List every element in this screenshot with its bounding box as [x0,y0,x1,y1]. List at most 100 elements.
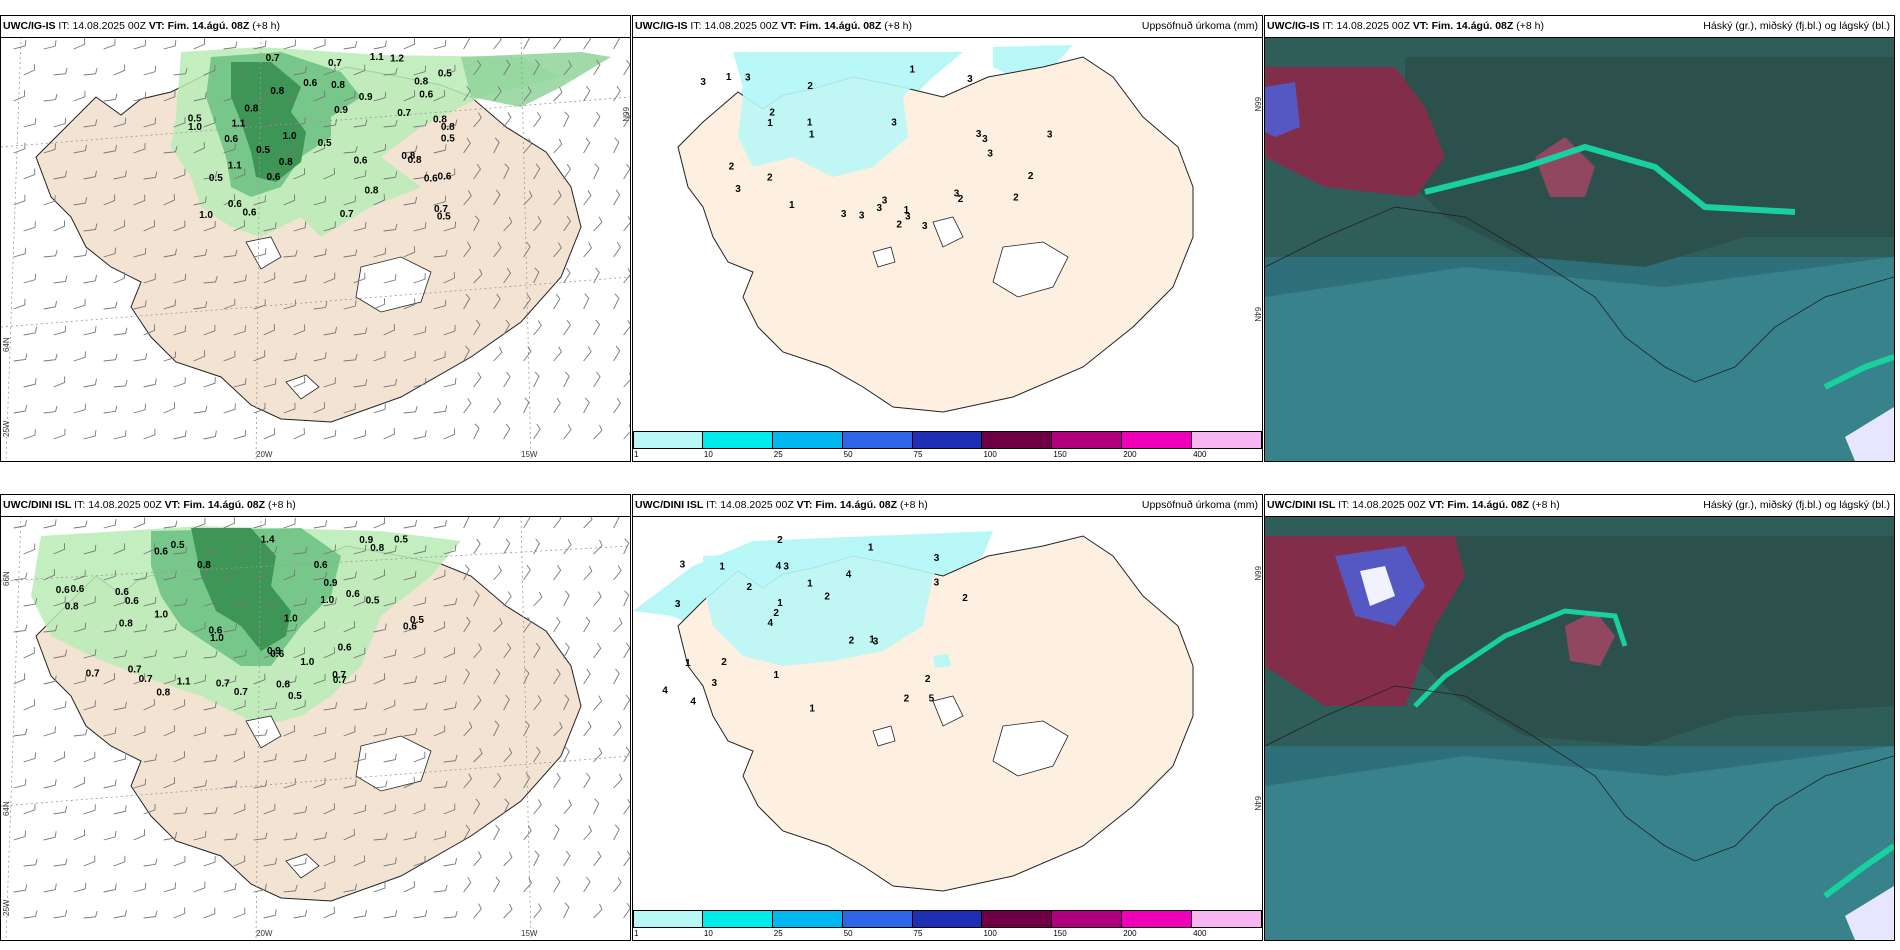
wind-barb [383,804,396,815]
wind-barb [263,909,277,919]
wind-barb [403,246,416,258]
snow-patch [1845,407,1894,461]
wind-barb [323,377,336,388]
wind-barb [443,803,456,815]
wind-barb [613,241,622,258]
wind-barb [43,569,56,581]
colorbar-swatch [982,910,1053,928]
cloud-dark [1415,536,1894,746]
wind-barb [523,190,533,206]
value-label: 0.8 [433,114,447,125]
wind-barb [353,170,367,180]
wind-barb [23,64,36,76]
wind-barb [433,884,448,893]
wind-barb [253,92,268,102]
wind-barb [193,831,207,841]
wind-barb [253,518,267,529]
wind-barb [413,910,428,919]
wind-barb [313,727,327,737]
wind-barb [133,673,146,685]
map-plot[interactable]: 0.5 0.6 0.7 0.6 0.6 0.8 0.6 1.0 1.0 0.7 0.7 0.6 0.6 0… [1,516,630,940]
colorbar-tick: 50 [843,929,853,938]
wind-barb [163,623,177,633]
wind-barb [263,428,276,440]
glacier-3 [872,246,896,268]
panel-dini-cloud-cover: UWC/DINI ISL IT: 14.08.2025 00Z VT: Fim.… [1264,494,1895,941]
value-label: 0.8 [279,157,293,168]
graticule [1,516,630,940]
wind-barb [283,299,297,310]
wind-barb [263,272,276,284]
wind-barb [23,378,37,388]
wind-barb [253,40,267,50]
wind-barb [293,647,306,659]
value-label: 0.6 [154,547,168,558]
map-plot[interactable] [1265,37,1894,461]
wind-barb [173,751,186,763]
it-label: IT: [706,499,718,511]
glacier-1 [355,256,432,313]
value-label: 2 [896,219,902,230]
wind-barb [403,622,417,633]
wind-barb [233,751,246,763]
wind-barb [83,700,96,711]
it-label: IT: [1338,499,1350,511]
wind-barb [343,520,358,529]
value-label: 3 [891,117,897,128]
wind-barb [613,85,621,102]
map-plot[interactable]: 0.8 0.8 0.9 0.8 1.0 0.6 0.8 1.1 0.6 0.8 0.8 0.8 0.7 0… [1,37,630,461]
wind-barb [383,68,398,76]
wind-barb [193,92,207,102]
value-label: 3 [987,149,993,160]
wind-barb [353,327,368,336]
wind-barb [353,647,366,659]
value-label: 1.1 [228,160,242,171]
wind-barb [443,119,458,128]
wind-barb [323,803,336,815]
wind-barb [103,93,118,102]
wind-barb [23,168,36,180]
wind-barb [343,300,357,310]
value-label: 1.0 [284,613,298,624]
colorbar-tick: 150 [1053,929,1067,938]
wind-barb [343,195,357,206]
wind-barb [83,910,98,919]
panel-dini-accum-precip: UWC/DINI ISL IT: 14.08.2025 00Z VT: Fim.… [632,494,1263,941]
value-label: 3 [877,203,883,214]
wind-barb [293,221,307,232]
wind-barb [13,779,27,789]
value-label: 1 [869,634,875,645]
wind-barb [503,371,511,388]
wind-barb [323,702,338,711]
wind-barb [193,249,208,258]
value-label: 0.8 [65,601,79,612]
wind-barb [613,877,622,893]
wind-barb [613,189,621,206]
colorbar-tick: 150 [1053,450,1067,459]
wind-barb [283,402,296,414]
wind-barb [503,591,512,607]
it-value: 14.08.2025 00Z [88,499,162,511]
wind-barb [373,143,387,154]
wind-barb [193,196,207,206]
wind-barb [13,298,26,310]
model-name: UWC/DINI ISL [1267,499,1336,511]
cloud-edge-green [1424,143,1796,215]
wind-barb [353,595,366,607]
wind-barb [23,117,37,128]
wind-barb [343,41,358,50]
wind-barb [553,190,562,206]
value-label: 0.8 [331,80,345,91]
wind-barb [433,725,446,737]
wind-barb [343,621,356,633]
wind-barb [563,424,572,440]
wind-barb [163,90,176,102]
map-plot[interactable] [1265,516,1894,940]
wind-barb [373,247,387,258]
wind-barb [583,668,591,685]
wind-barb [613,721,622,737]
value-label: 0.5 [441,134,455,145]
wind-barb [83,649,97,659]
